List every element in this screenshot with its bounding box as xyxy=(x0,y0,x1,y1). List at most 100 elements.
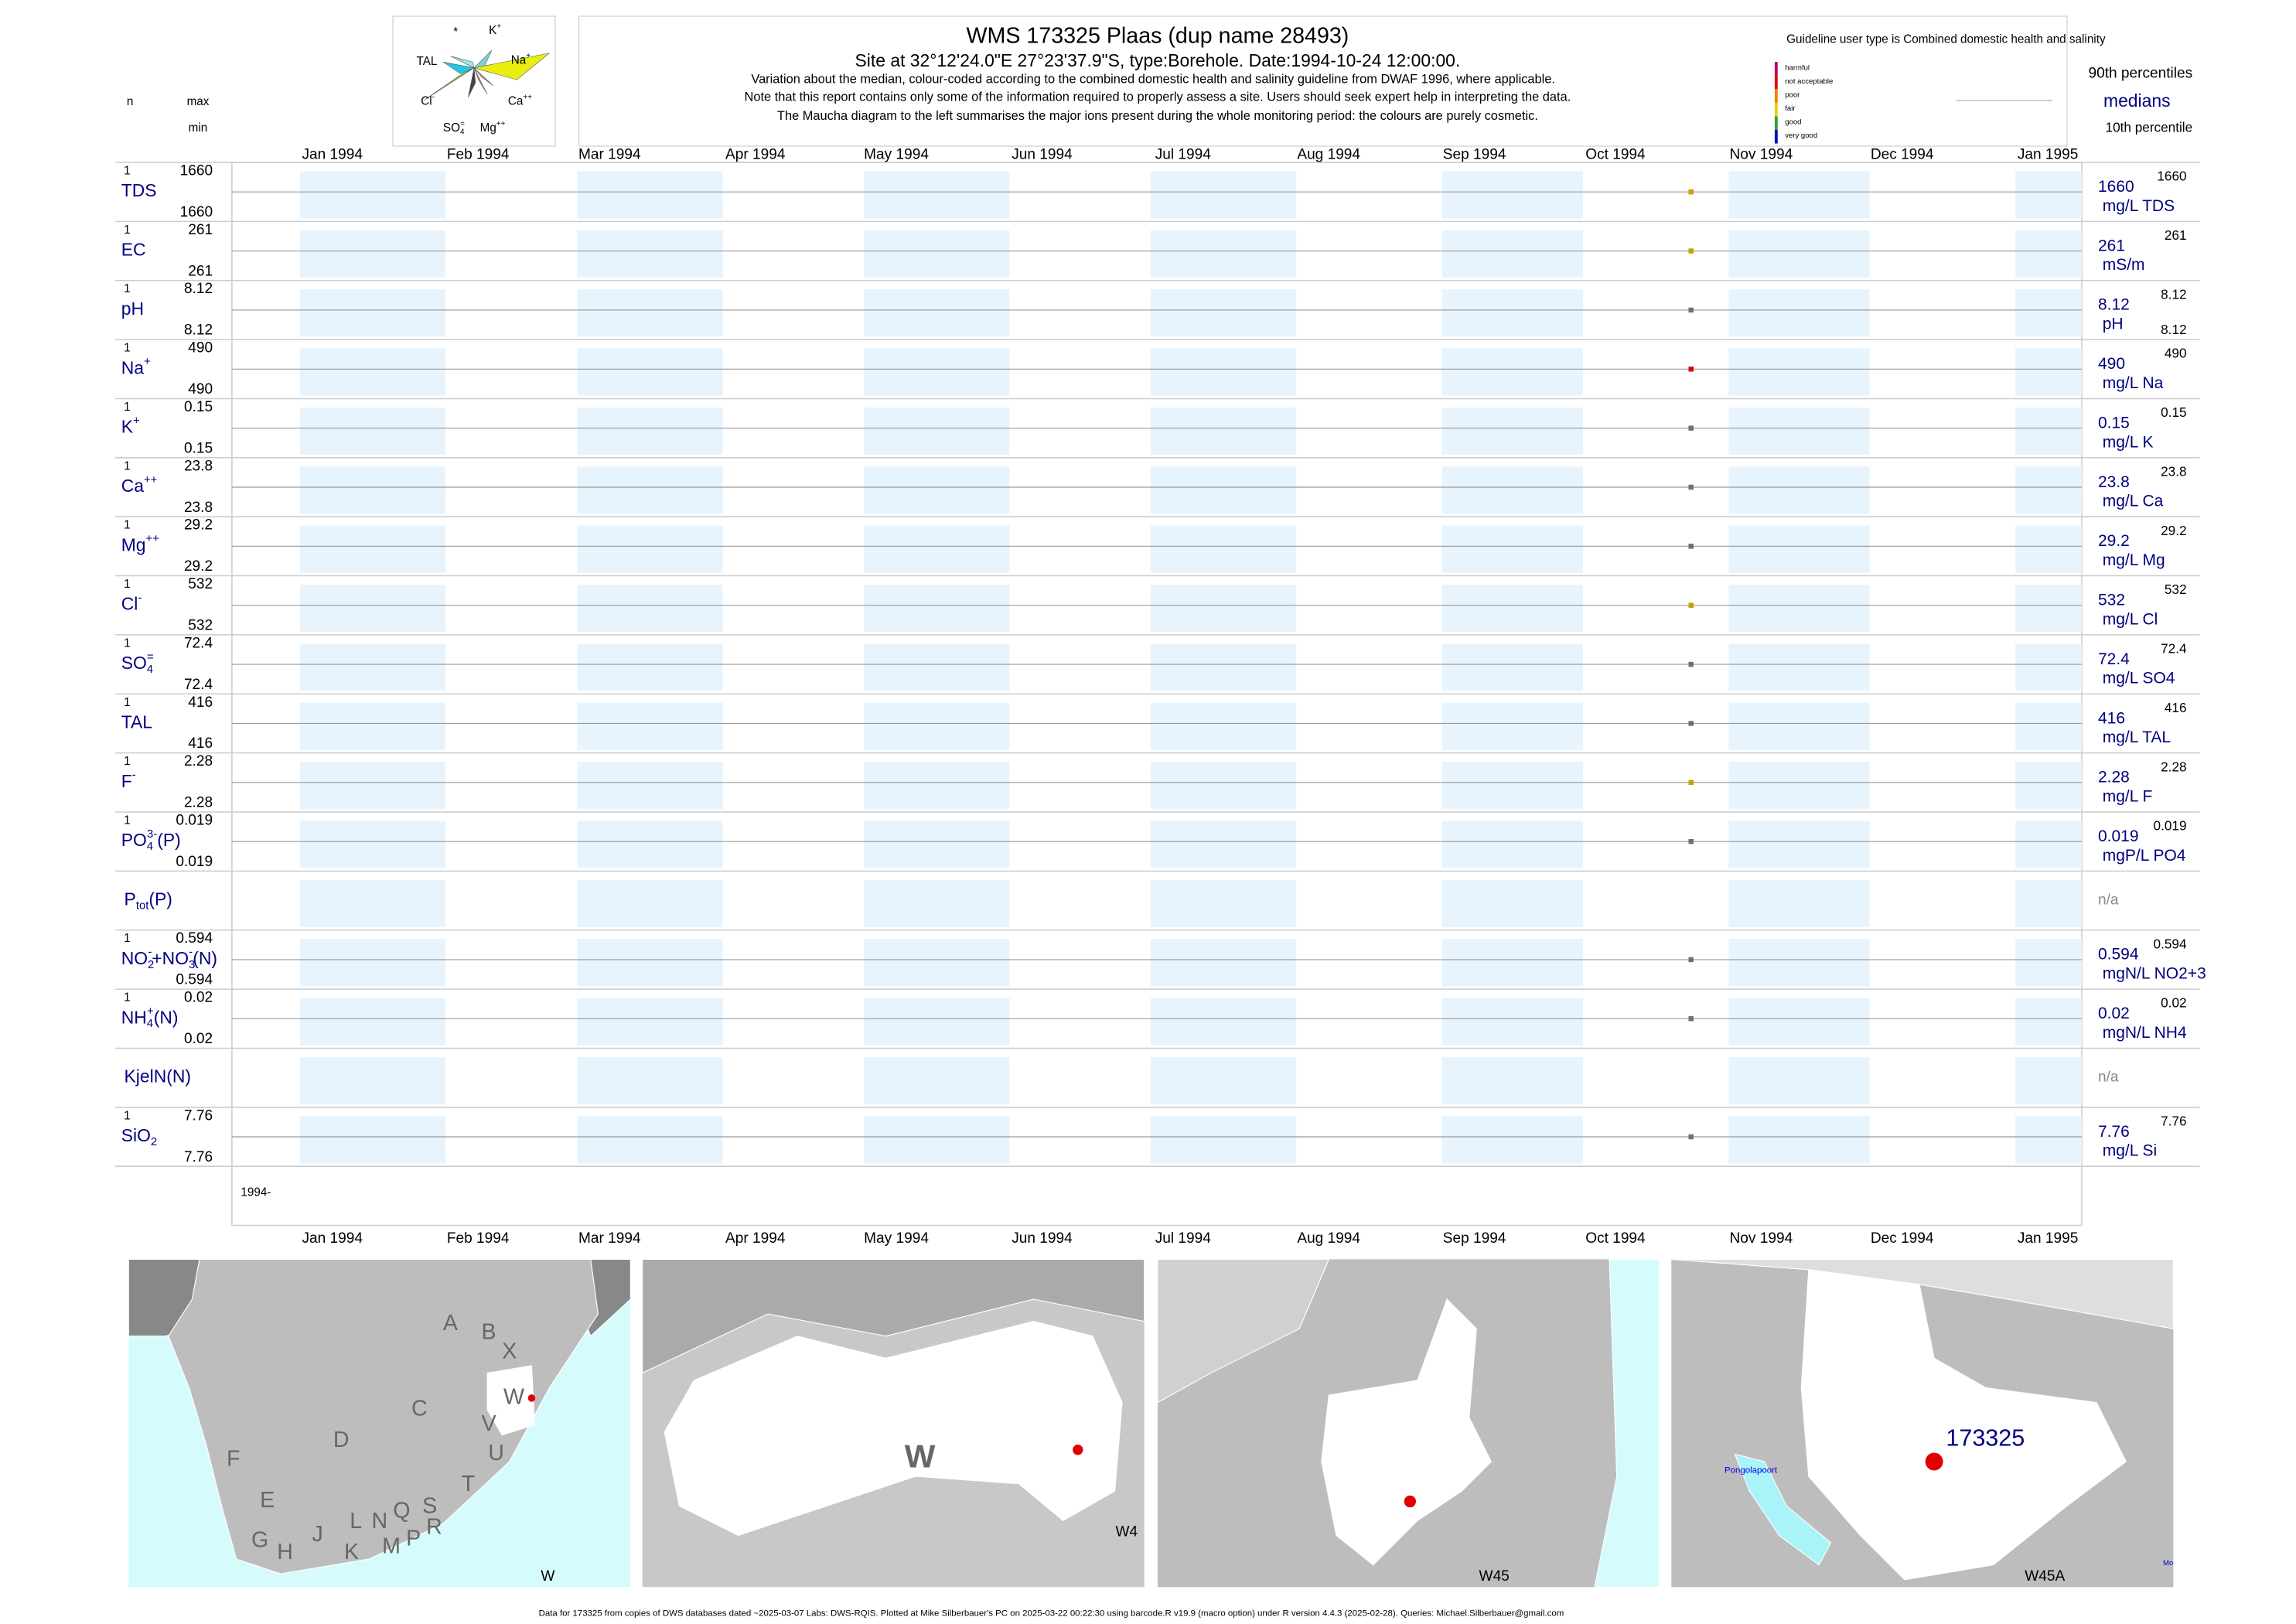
max-value: 7.76 xyxy=(184,1107,213,1124)
month-band xyxy=(1150,585,1297,633)
month-band xyxy=(2015,702,2082,750)
month-band xyxy=(2015,585,2082,633)
max-value: 532 xyxy=(188,576,213,592)
month-band xyxy=(1150,1056,1297,1104)
max-value: 261 xyxy=(188,222,213,238)
month-label-top: Oct 1994 xyxy=(1585,147,1646,163)
p90-value: 72.4 xyxy=(2161,641,2187,657)
label-part: ++ xyxy=(496,120,506,128)
month-band xyxy=(1728,762,1870,810)
month-label-top: Dec 1994 xyxy=(1871,147,1934,163)
median-value: 0.019 xyxy=(2098,827,2139,845)
median-value: 532 xyxy=(2098,592,2125,609)
month-band xyxy=(2015,762,2082,810)
month-band xyxy=(1441,1116,1583,1164)
data-point xyxy=(1688,1016,1694,1022)
median-value: 7.76 xyxy=(2098,1123,2130,1141)
month-band xyxy=(1441,230,1583,278)
maucha-label: Ca++ xyxy=(508,93,532,108)
region-label: U xyxy=(488,1441,504,1465)
month-label-bottom: Aug 1994 xyxy=(1297,1230,1360,1247)
month-label-top: Aug 1994 xyxy=(1297,147,1360,163)
label-part: ++ xyxy=(146,533,159,545)
min-value: 0.02 xyxy=(184,1031,213,1047)
data-point xyxy=(1688,484,1694,490)
parameter-name: TAL xyxy=(121,712,152,732)
month-label-bottom: Dec 1994 xyxy=(1871,1230,1934,1247)
month-band xyxy=(299,466,446,514)
month-band xyxy=(1150,289,1297,337)
region-label: F xyxy=(227,1447,241,1472)
month-band xyxy=(864,230,1010,278)
month-band xyxy=(1728,1116,1870,1164)
legend-swatch xyxy=(1774,116,1778,130)
legend-swatch xyxy=(1774,62,1778,76)
month-band xyxy=(299,525,446,573)
max-value: 29.2 xyxy=(184,517,213,534)
maucha-petal xyxy=(423,67,475,101)
month-band xyxy=(864,348,1010,396)
map-caption: W45 xyxy=(1479,1568,1510,1585)
month-band xyxy=(864,1056,1010,1104)
median-value: 8.12 xyxy=(2098,296,2130,314)
month-band xyxy=(864,762,1010,810)
label-part: 4 xyxy=(147,1018,153,1030)
unit: mg/L F xyxy=(2103,787,2153,805)
max-value: 1660 xyxy=(180,163,213,179)
month-band xyxy=(299,1056,446,1104)
month-band xyxy=(864,879,1010,927)
label-part: SiO xyxy=(121,1125,151,1145)
label-part: +NO xyxy=(152,948,189,968)
region-label: H xyxy=(277,1540,293,1564)
legend-class: not acceptable xyxy=(1785,77,1833,86)
label-part: Cl xyxy=(121,594,138,614)
parameter-name: NO2-+NO3-(N) xyxy=(121,947,217,971)
month-band xyxy=(299,879,446,927)
region-label: R xyxy=(426,1514,442,1539)
max-value: 23.8 xyxy=(184,458,213,474)
year-label: 1994- xyxy=(241,1186,271,1199)
note: Note that this report contains only some… xyxy=(745,90,1571,104)
label-part: TAL xyxy=(417,55,438,68)
month-band xyxy=(577,525,723,573)
map-land xyxy=(168,1258,599,1575)
min-value: 532 xyxy=(188,618,213,634)
legend-median: medians xyxy=(2103,90,2171,111)
month-band xyxy=(1441,348,1583,396)
month-band xyxy=(1728,998,1870,1046)
data-point xyxy=(1688,367,1694,372)
unit: pH xyxy=(2103,316,2124,333)
month-band xyxy=(577,998,723,1046)
month-band xyxy=(1150,821,1297,868)
p10-value: 8.12 xyxy=(2161,322,2186,337)
month-band xyxy=(299,230,446,278)
n-count: 1 xyxy=(124,164,131,177)
month-band xyxy=(1728,466,1870,514)
month-band xyxy=(299,1116,446,1164)
month-band xyxy=(864,702,1010,750)
parameter-name: TDS xyxy=(121,180,157,200)
region-label: B xyxy=(482,1319,496,1344)
label-part: 4 xyxy=(460,128,465,136)
label-part: Ca xyxy=(121,476,145,496)
data-point xyxy=(1688,957,1694,963)
month-band xyxy=(577,171,723,219)
label-part: - xyxy=(138,592,142,605)
region-label: N xyxy=(371,1509,387,1534)
parameter-name: KjelN(N) xyxy=(125,1066,191,1087)
region-label: W xyxy=(503,1384,524,1409)
month-band xyxy=(1150,525,1297,573)
sample-date: 1994-10-24 xyxy=(1291,50,1381,70)
data-point xyxy=(1688,1134,1694,1140)
label-part: pH xyxy=(121,299,144,319)
month-label-top: Jan 1995 xyxy=(2018,147,2079,163)
place-label: Pongolapoort xyxy=(1725,1465,1778,1475)
label-part: TAL xyxy=(121,712,152,732)
legend-class: poor xyxy=(1785,90,1800,99)
label-part: ++ xyxy=(523,93,532,101)
unit: mg/L Ca xyxy=(2103,493,2164,510)
parameter-name: PO43-(P) xyxy=(121,828,181,853)
min-value: 490 xyxy=(188,381,213,397)
unit: mS/m xyxy=(2103,256,2145,274)
month-band xyxy=(1441,585,1583,633)
